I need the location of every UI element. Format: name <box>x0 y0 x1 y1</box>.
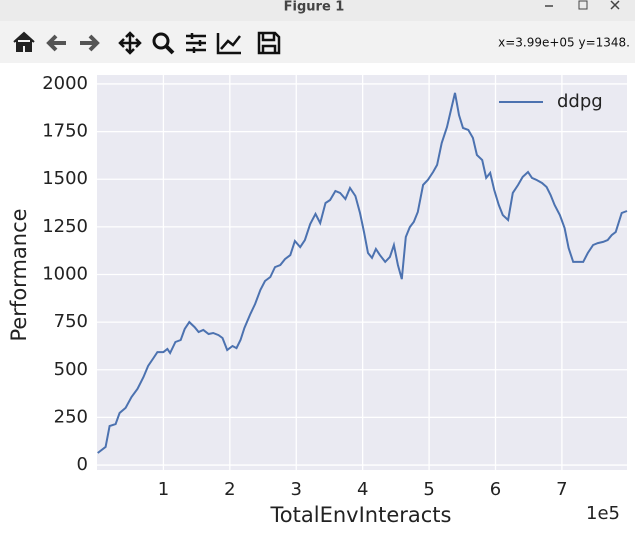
y-tick-label: 0 <box>77 454 88 475</box>
y-tick-label: 1250 <box>42 216 88 237</box>
x-tick-label: 5 <box>423 479 434 500</box>
y-tick-label: 250 <box>54 406 88 427</box>
close-button[interactable] <box>610 0 620 10</box>
configure-button[interactable] <box>186 33 206 53</box>
data-line <box>97 92 628 454</box>
y-axis-label: Performance <box>7 208 31 341</box>
save-button[interactable] <box>257 31 281 55</box>
window-title: Figure 1 <box>284 0 345 15</box>
y-tick-label: 500 <box>54 359 88 380</box>
toolbar <box>0 21 635 63</box>
x-tick-label: 1 <box>158 479 169 500</box>
pan-button[interactable] <box>118 31 142 55</box>
x-tick-label: 2 <box>224 479 235 500</box>
y-tick-label: 1000 <box>42 264 88 285</box>
home-button[interactable] <box>13 31 35 52</box>
x-tick-label: 7 <box>556 479 567 500</box>
zoom-button[interactable] <box>152 32 170 50</box>
plot-area <box>97 75 627 470</box>
maximize-button[interactable] <box>578 0 588 10</box>
y-tick-label: 1750 <box>42 121 88 142</box>
zoom-handle <box>164 44 175 55</box>
forward-button[interactable] <box>80 34 100 52</box>
y-tick-label: 2000 <box>42 73 88 94</box>
x-offset-label: 1e5 <box>586 503 620 524</box>
title-bar <box>0 0 635 21</box>
x-tick-label: 3 <box>291 479 302 500</box>
edit-axes-button[interactable] <box>216 33 241 55</box>
status-text: x=3.99e+05 y=1348. <box>498 36 630 50</box>
y-tick-label: 750 <box>54 311 88 332</box>
back-button[interactable] <box>46 34 66 52</box>
legend-label: ddpg <box>557 91 603 112</box>
x-axis-label: TotalEnvInteracts <box>270 503 452 527</box>
x-tick-label: 4 <box>357 479 368 500</box>
y-tick-label: 1500 <box>42 168 88 189</box>
x-tick-label: 6 <box>490 479 501 500</box>
